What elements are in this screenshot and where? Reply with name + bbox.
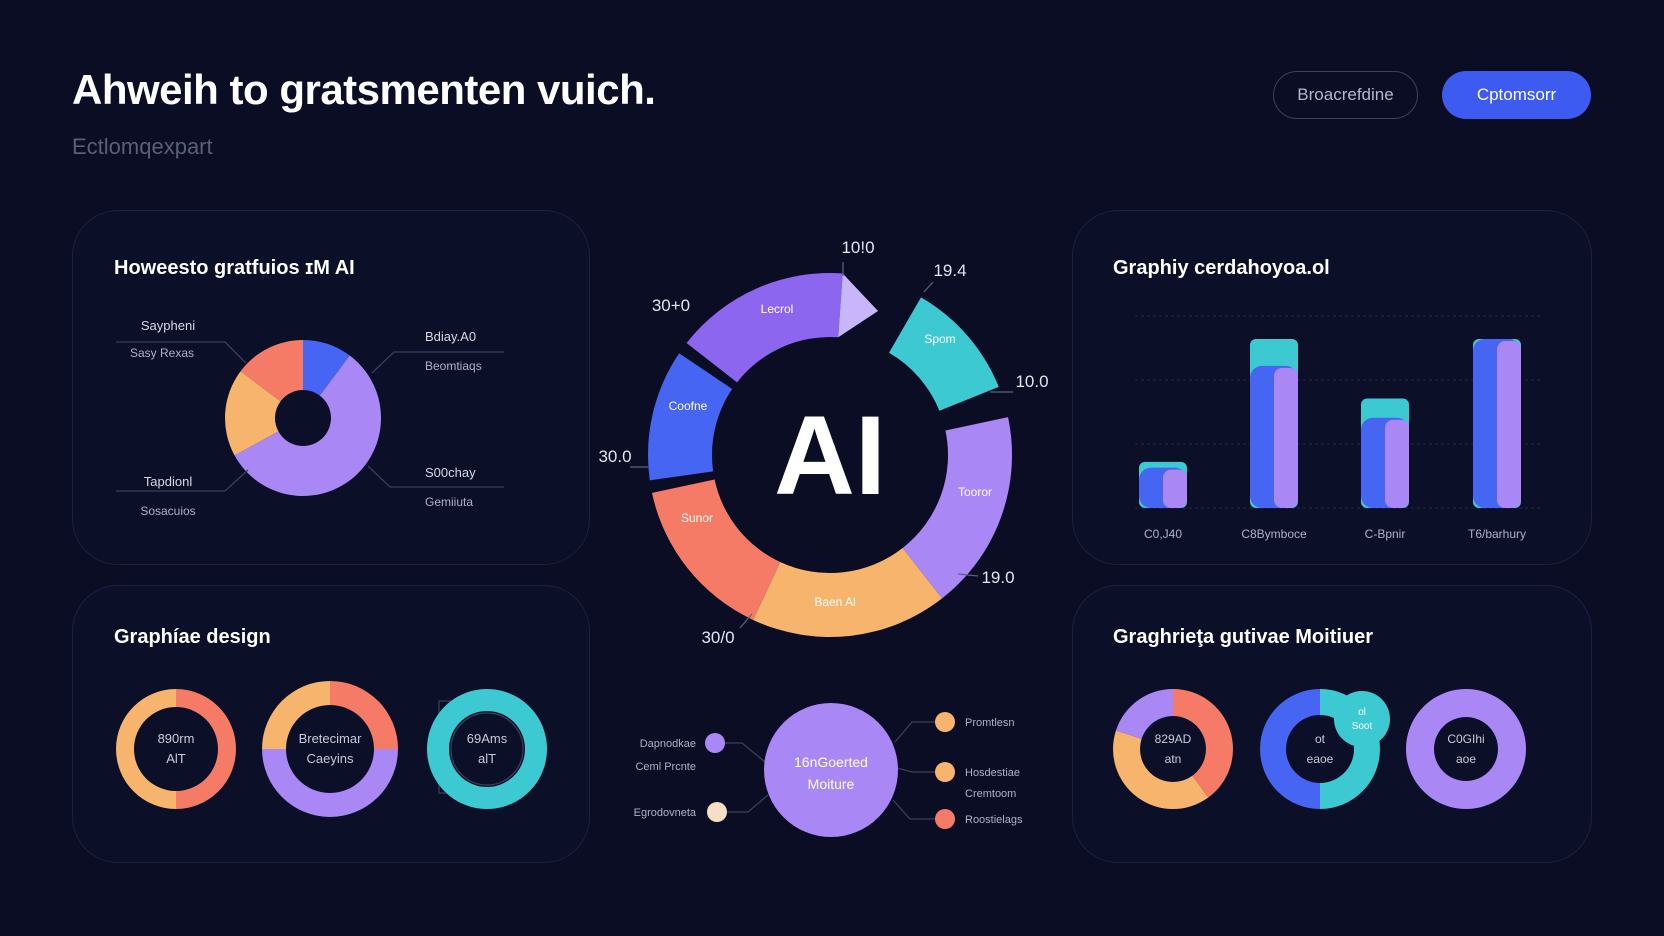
ai-tick-5 (739, 613, 753, 629)
card-top-left: Howeesto gratfuios ɪM AI (72, 210, 590, 565)
ai-ring-segment-0 (686, 272, 843, 383)
ai-annotation-4: 30/0 (701, 628, 734, 647)
ai-annotation-2: 10.0 (1015, 372, 1048, 391)
node-left-dot-1 (707, 802, 727, 822)
card-title-bottom-left: Graphíae design (114, 626, 271, 648)
node-right-label-2: Roostielags (965, 814, 1023, 826)
node-center-circle (764, 703, 898, 837)
ai-ring-segment-6 (648, 353, 733, 481)
ai-ring-segment-2 (889, 297, 999, 411)
node-left-sublabel-0: Ceml Prcnte (635, 761, 696, 773)
ai-ring-label-6: Coofne (669, 399, 708, 413)
card-title-top-right: Graphiy cerdahoyoa.ol (1113, 257, 1330, 279)
node-right-label-0: Promtlesn (965, 717, 1015, 729)
node-link-left-1 (717, 794, 769, 813)
ai-ring-segment-5 (651, 479, 781, 620)
node-link-right-2 (892, 799, 945, 820)
ai-annotation-6: 30+0 (652, 296, 690, 315)
ai-tick-1 (923, 281, 934, 293)
card-title-top-left: Howeesto gratfuios ɪM AI (114, 257, 355, 279)
ai-ring-label-0: Lecrol (761, 302, 794, 316)
ai-ring-segment-3 (902, 417, 1013, 599)
ai-ring-label-4: Baen Al (814, 595, 855, 609)
page-subtitle: Ectlomqexpart (72, 134, 213, 159)
card-title-bottom-right: Graghrieţa gutivae Moitiuer (1113, 626, 1374, 648)
node-center-label-a: 16nGoerted (794, 754, 868, 770)
node-link-right-0 (894, 721, 945, 743)
node-right-dot-0 (935, 712, 955, 732)
ai-center-label: AI (774, 393, 886, 518)
ai-tick-3 (957, 573, 979, 577)
ai-ring-label-3: Tooror (958, 485, 992, 499)
card-top-right: Graphiy cerdahoyoa.ol (1072, 210, 1592, 565)
node-right-dot-1 (935, 762, 955, 782)
card-bottom-left: Graphíae design (72, 585, 590, 863)
node-right-label-1: Hosdestiae (965, 767, 1020, 779)
ai-annotation-0: 10!0 (841, 238, 874, 257)
card-bottom-right: Graghrieţa gutivae Moitiuer (1072, 585, 1592, 863)
ai-annotation-3: 19.0 (981, 568, 1014, 587)
secondary-button[interactable]: Broacrefdine (1273, 71, 1418, 119)
primary-button[interactable]: Cptomsorr (1442, 71, 1591, 119)
ai-annotation-1: 19.4 (933, 261, 966, 280)
ai-ring-segment-1 (838, 273, 878, 338)
node-link-left-0 (715, 742, 766, 763)
node-left-label-0: Dapnodkae (640, 738, 696, 750)
node-left-dot-0 (705, 733, 725, 753)
page-title: Ahweih to gratsmenten vuich. (72, 66, 656, 113)
ai-ring-label-5: Sunor (681, 511, 713, 525)
node-right-dot-2 (935, 809, 955, 829)
node-right-sublabel-1: Cremtoom (965, 788, 1016, 800)
node-center-label-b: Moiture (808, 776, 855, 792)
ai-annotation-5: 30.0 (598, 447, 631, 466)
ai-ring-label-2: Spom (924, 332, 955, 346)
node-link-right-1 (896, 767, 945, 773)
ai-ring-segment-4 (753, 547, 943, 637)
node-left-label-1: Egrodovneta (634, 807, 697, 819)
